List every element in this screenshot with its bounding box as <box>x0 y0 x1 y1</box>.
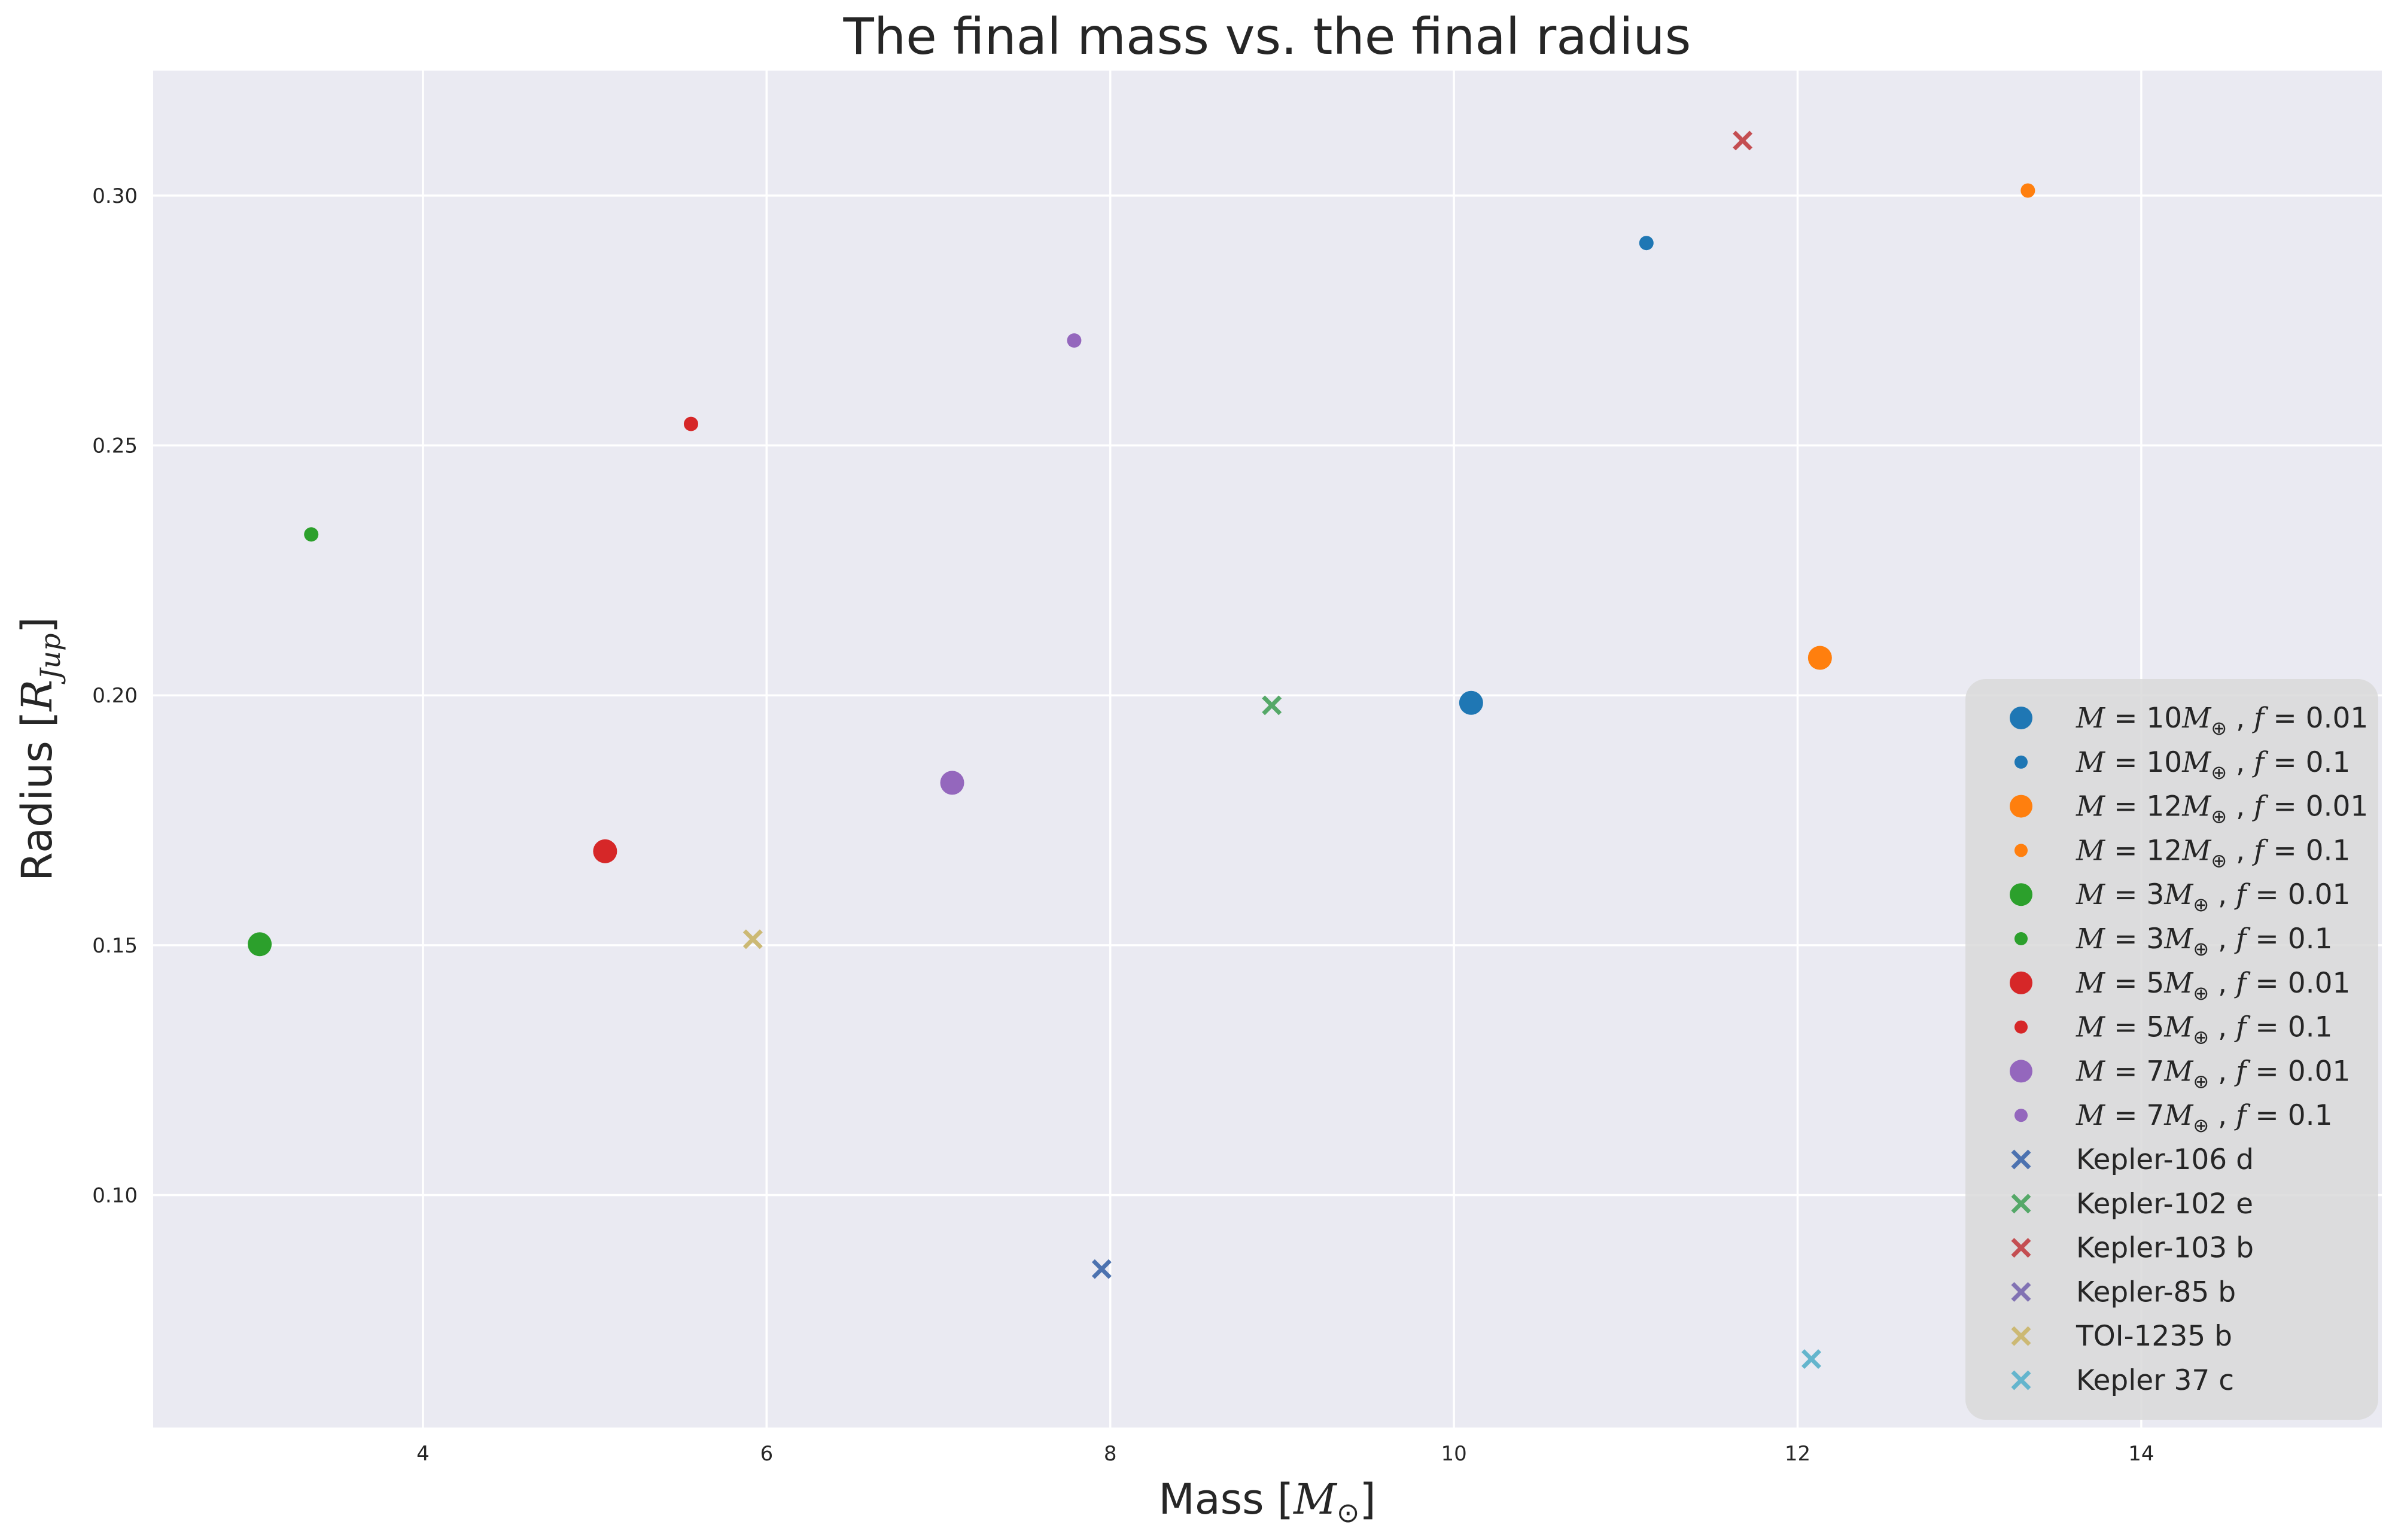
legend-marker <box>2010 795 2032 818</box>
chart-title: The final mass vs. the final radius <box>843 7 1691 66</box>
legend-label: M = 7M⊕ , f = 0.01 <box>2076 1055 2350 1092</box>
legend-marker <box>2011 1282 2031 1302</box>
legend-label: Kepler-103 b <box>2076 1232 2254 1265</box>
x-tick-labels: 4 6 8 10 12 14 <box>416 1442 2154 1466</box>
legend-marker <box>2010 707 2032 729</box>
data-point <box>1262 695 1282 716</box>
legend-marker <box>2011 1194 2031 1214</box>
x-axis-title: Mass [M⊙] <box>1158 1475 1375 1529</box>
legend-label: M = 7M⊕ , f = 0.1 <box>2076 1099 2332 1137</box>
y-tick-label: 0.25 <box>92 434 138 458</box>
y-axis-title-sub: Jup <box>34 633 66 684</box>
y-tick-label: 0.20 <box>92 684 138 708</box>
x-tick-label: 8 <box>1104 1442 1117 1466</box>
legend-marker <box>2011 1149 2031 1170</box>
data-point <box>742 929 763 949</box>
data-point <box>2020 183 2035 198</box>
legend-label: Kepler 37 c <box>2076 1364 2234 1397</box>
x-tick-label: 14 <box>2128 1442 2154 1466</box>
data-point <box>1807 646 1832 670</box>
legend-marker <box>2014 1020 2028 1034</box>
data-point <box>940 771 964 795</box>
legend-marker <box>2011 1238 2031 1258</box>
legend-marker <box>2014 755 2028 769</box>
y-tick-labels: 0.10 0.15 0.20 0.25 0.30 <box>92 184 138 1208</box>
legend-marker <box>2010 883 2032 906</box>
y-axis-title-symbol: R <box>13 680 62 713</box>
y-axis-title-suffix: ] <box>13 617 62 633</box>
legend-label: M = 12M⊕ , f = 0.01 <box>2076 790 2368 828</box>
legend-label: Kepler-85 b <box>2076 1276 2236 1308</box>
data-point <box>1459 690 1483 715</box>
legend-label: TOI-1235 b <box>2076 1320 2232 1353</box>
data-point <box>248 932 272 957</box>
data-point <box>1639 236 1654 251</box>
legend: M = 10M⊕ , f = 0.01 M = 10M⊕ , f = 0.1 M =… <box>1965 679 2378 1420</box>
legend-label: M = 3M⊕ , f = 0.01 <box>2076 878 2350 916</box>
x-axis-title-prefix: Mass [ <box>1158 1475 1294 1524</box>
x-axis-title-sub: ⊙ <box>1337 1496 1360 1529</box>
y-axis-title-prefix: Radius [ <box>13 711 62 881</box>
data-point <box>1091 1259 1112 1279</box>
x-tick-label: 6 <box>760 1442 773 1466</box>
data-point <box>683 416 698 431</box>
data-point <box>1801 1349 1821 1369</box>
legend-label: M = 3M⊕ , f = 0.1 <box>2076 923 2332 960</box>
y-tick-label: 0.15 <box>92 934 138 958</box>
legend-label: Kepler-106 d <box>2076 1143 2254 1176</box>
legend-label: M = 5M⊕ , f = 0.01 <box>2076 967 2350 1005</box>
legend-marker <box>2014 1109 2028 1122</box>
legend-label: M = 12M⊕ , f = 0.1 <box>2076 834 2350 872</box>
x-tick-label: 12 <box>1785 1442 1810 1466</box>
y-axis-title: Radius [RJup] <box>13 617 66 881</box>
x-tick-label: 4 <box>416 1442 430 1466</box>
y-tick-label: 0.10 <box>92 1184 138 1208</box>
y-tick-label: 0.30 <box>92 184 138 208</box>
data-points <box>248 130 2035 1369</box>
legend-marker <box>2011 1370 2031 1390</box>
legend-label: M = 10M⊕ , f = 0.01 <box>2076 702 2368 739</box>
legend-label: M = 10M⊕ , f = 0.1 <box>2076 746 2350 784</box>
legend-marker <box>2014 932 2028 945</box>
legend-box <box>1965 679 2378 1420</box>
legend-marker <box>2014 844 2028 857</box>
x-tick-label: 10 <box>1441 1442 1466 1466</box>
legend-marker <box>2011 1326 2031 1346</box>
x-axis-title-suffix: ] <box>1359 1475 1375 1524</box>
data-point <box>1733 130 1753 151</box>
legend-label: Kepler-102 e <box>2076 1188 2253 1221</box>
legend-marker <box>2010 1060 2032 1083</box>
x-axis-title-symbol: M <box>1292 1475 1338 1524</box>
data-point <box>593 839 617 863</box>
legend-marker <box>2010 971 2032 994</box>
data-point <box>1067 333 1082 348</box>
legend-label: M = 5M⊕ , f = 0.1 <box>2076 1011 2332 1049</box>
data-point <box>304 527 319 542</box>
